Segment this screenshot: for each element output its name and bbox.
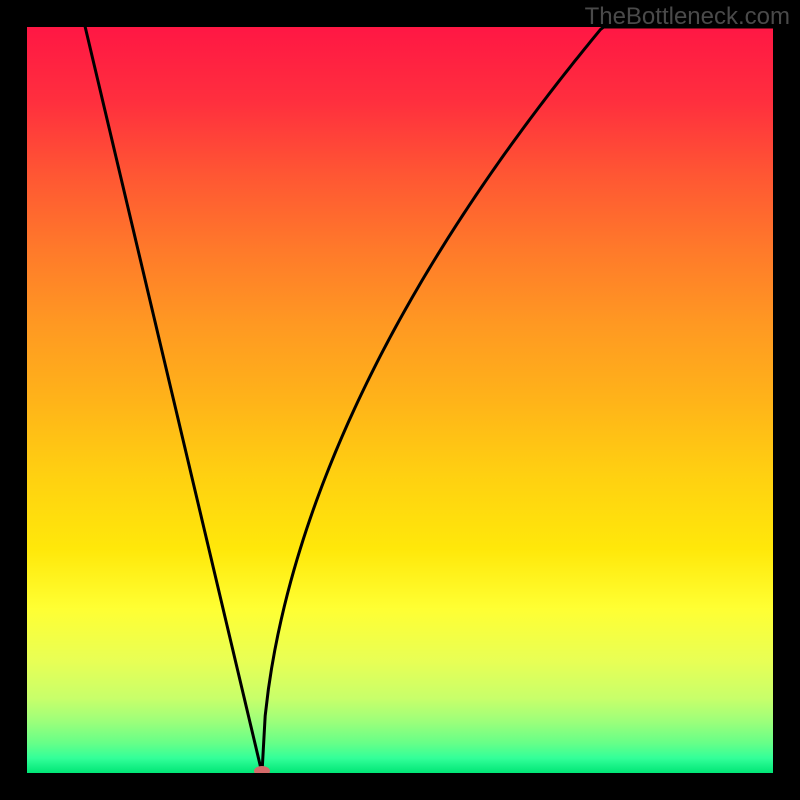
gradient-background — [27, 27, 773, 773]
watermark-text: TheBottleneck.com — [585, 3, 790, 30]
bottleneck-chart: TheBottleneck.com — [0, 0, 800, 800]
chart-svg: TheBottleneck.com — [0, 0, 800, 800]
